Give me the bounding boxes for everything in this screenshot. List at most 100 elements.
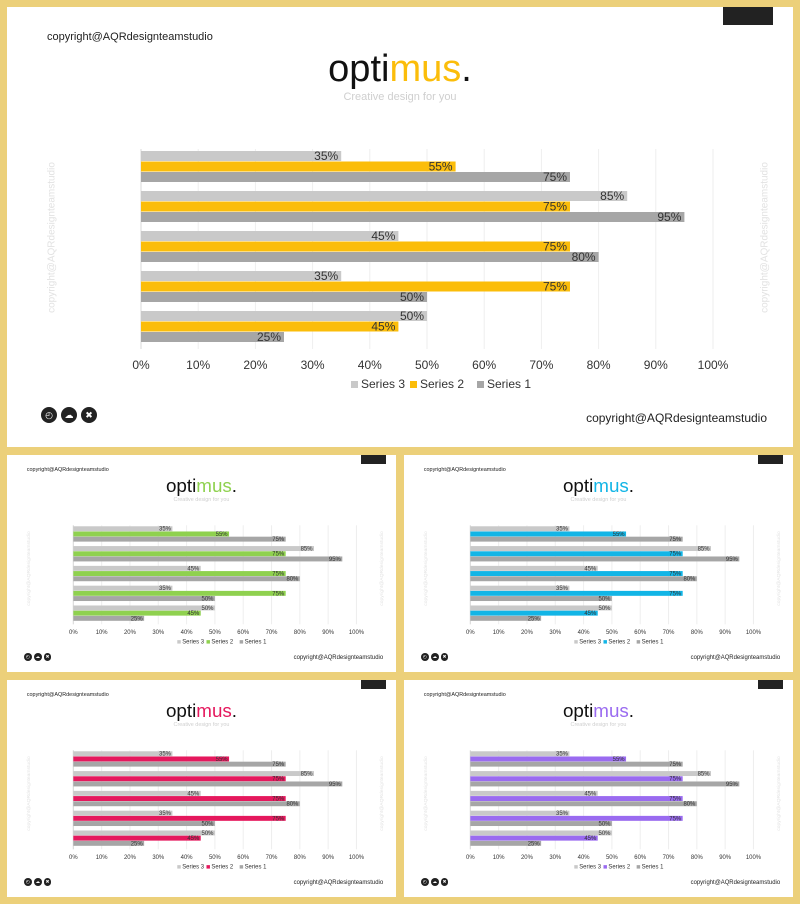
bar-series-2	[141, 201, 570, 212]
data-label: 25%	[528, 841, 541, 847]
data-label: 95%	[726, 557, 739, 563]
clock-icon[interactable]: ◴	[41, 407, 57, 423]
data-label: 45%	[187, 836, 200, 842]
bar-series-3	[73, 790, 201, 796]
bar-series-1	[73, 801, 300, 807]
cloud-icon[interactable]: ☁	[33, 878, 42, 886]
data-label: 95%	[657, 210, 681, 224]
bar-series-3	[73, 546, 314, 552]
cloud-icon[interactable]: ☁	[33, 653, 42, 661]
bar-series-2	[73, 590, 286, 596]
legend-swatch	[574, 865, 578, 869]
legend-label: Series 3	[579, 865, 601, 871]
data-label: 35%	[556, 811, 569, 817]
bar-series-1	[141, 292, 427, 302]
data-label: 50%	[599, 822, 612, 828]
bar-series-2	[470, 815, 683, 821]
bar-series-2	[470, 551, 683, 557]
data-label: 55%	[613, 532, 626, 538]
x-tick-label: 60%	[472, 358, 496, 372]
data-label: 25%	[257, 330, 281, 344]
data-label: 50%	[599, 606, 612, 612]
bar-series-3	[73, 585, 173, 591]
bar-chart: 35%55%75%85%75%95%45%75%80%35%75%50%50%4…	[466, 525, 762, 646]
bar-series-3	[73, 751, 173, 757]
cloud-icon[interactable]: ☁	[430, 653, 439, 661]
legend-label: Series 1	[245, 865, 267, 871]
x-tick-label: 80%	[691, 630, 704, 636]
data-label: 75%	[543, 280, 567, 294]
trash-icon[interactable]: ✖	[440, 878, 449, 886]
x-tick-label: 80%	[587, 358, 611, 372]
bar-series-2	[470, 571, 683, 577]
clock-icon[interactable]: ◴	[23, 878, 32, 886]
x-tick-label: 70%	[529, 358, 553, 372]
data-label: 85%	[698, 547, 711, 553]
data-label: 75%	[669, 777, 682, 783]
bar-series-3	[470, 526, 570, 532]
data-label: 85%	[301, 547, 314, 553]
cloud-icon[interactable]: ☁	[430, 878, 439, 886]
clock-icon[interactable]: ◴	[420, 878, 429, 886]
bar-series-2	[141, 321, 399, 332]
bar-series-1	[470, 781, 740, 787]
bar-series-3	[141, 311, 427, 321]
x-tick-label: 90%	[322, 630, 335, 636]
data-label: 75%	[272, 552, 285, 558]
copyright-top: copyright@AQRdesignteamstudio	[47, 31, 213, 43]
data-label: 75%	[272, 591, 285, 597]
bar-series-3	[141, 191, 628, 201]
brand-subtitle: Creative design for you	[570, 496, 627, 503]
clock-icon[interactable]: ◴	[23, 653, 32, 661]
legend-swatch	[239, 640, 244, 644]
legend-label: Series 2	[211, 865, 233, 871]
x-tick-label: 20%	[124, 855, 137, 861]
x-tick-label: 80%	[691, 855, 704, 861]
bar-chart: 35%55%75%85%75%95%45%75%80%35%75%50%50%4…	[466, 750, 762, 871]
data-label: 75%	[543, 200, 567, 214]
bar-series-3	[470, 771, 711, 777]
data-label: 45%	[371, 229, 395, 243]
x-tick-label: 50%	[209, 855, 222, 861]
bar-series-1	[141, 172, 570, 182]
bar-series-3	[470, 830, 612, 836]
legend-label: Series 2	[608, 865, 630, 871]
trash-icon[interactable]: ✖	[440, 653, 449, 661]
copyright-top: copyright@AQRdesignteamstudio	[423, 466, 506, 473]
data-label: 85%	[301, 772, 314, 778]
x-tick-label: 20%	[521, 630, 534, 636]
trash-icon[interactable]: ✖	[43, 653, 52, 661]
clock-icon[interactable]: ◴	[420, 653, 429, 661]
copyright-bottom: copyright@AQRdesignteamstudio	[690, 654, 781, 661]
bar-series-3	[73, 810, 173, 816]
brand-subtitle: Creative design for you	[570, 721, 627, 728]
copyright-top: copyright@AQRdesignteamstudio	[26, 691, 109, 698]
x-tick-label: 0%	[466, 855, 475, 861]
x-tick-label: 30%	[152, 855, 165, 861]
cloud-icon[interactable]: ☁	[61, 407, 77, 423]
bar-chart: 35%55%75%85%75%95%45%75%80%35%75%50%50%4…	[69, 750, 365, 871]
legend-swatch	[636, 865, 641, 869]
trash-icon[interactable]: ✖	[81, 407, 97, 423]
trash-icon[interactable]: ✖	[43, 878, 52, 886]
copyright-bottom: copyright@AQRdesignteamstudio	[293, 654, 384, 661]
bar-series-2	[73, 815, 286, 821]
x-tick-label: 0%	[132, 358, 150, 372]
bar-series-2	[73, 796, 286, 802]
bar-series-1	[73, 821, 215, 827]
data-label: 35%	[556, 586, 569, 592]
data-label: 75%	[669, 762, 682, 768]
data-label: 45%	[187, 611, 200, 617]
brand-title: optimus.	[328, 48, 472, 90]
x-tick-label: 30%	[549, 630, 562, 636]
data-label: 50%	[202, 822, 215, 828]
brand-subtitle: Creative design for you	[173, 721, 230, 728]
bar-series-3	[141, 271, 342, 281]
bar-series-1	[470, 556, 740, 562]
icon-group: ◴ ☁ ✖	[23, 878, 52, 886]
x-tick-label: 90%	[719, 855, 732, 861]
data-label: 35%	[556, 527, 569, 533]
data-label: 35%	[159, 586, 172, 592]
x-tick-label: 30%	[549, 855, 562, 861]
data-label: 95%	[329, 557, 342, 563]
